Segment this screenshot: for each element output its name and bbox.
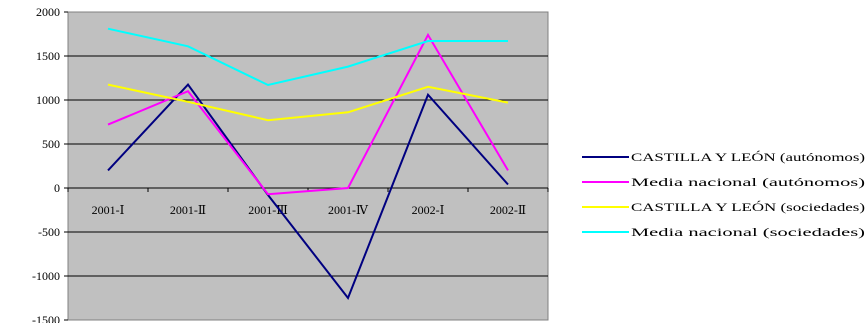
plot-area <box>67 11 549 321</box>
y-tick-label: 1000 <box>36 93 60 107</box>
legend-label: Media nacional (sociedades) <box>631 225 865 239</box>
x-tick-label: 2001-Ⅱ <box>170 203 206 217</box>
series-lines <box>107 27 509 301</box>
legend-label: Media nacional (autónomos) <box>631 175 865 189</box>
x-tick-label: 2002-Ⅱ <box>490 203 526 217</box>
x-tick-label: 2001-Ⅳ <box>328 203 369 217</box>
y-tick-label: -500 <box>38 225 60 239</box>
x-tick-label: 2001-Ⅰ <box>92 203 125 217</box>
x-tick-label: 2001-Ⅲ <box>248 203 288 217</box>
y-tick-label: 2000 <box>36 5 60 19</box>
y-tick-label: -1500 <box>32 313 60 323</box>
y-axis-ticks: 2000 1500 1000 500 0 -500 -1000 -1500 <box>32 5 68 323</box>
x-tick-label: 2002-Ⅰ <box>412 203 445 217</box>
series-line-2 <box>107 32 509 196</box>
y-tick-label: 1500 <box>36 49 60 63</box>
y-tick-label: 0 <box>54 181 60 195</box>
legend-label: CASTILLA Y LEÓN (sociedades) <box>631 200 865 214</box>
legend: CASTILLA Y LEÓN (autónomos) Media naciona… <box>582 150 865 239</box>
y-tick-label: -1000 <box>32 269 60 283</box>
series-line-3 <box>107 83 509 122</box>
y-tick-label: 500 <box>42 137 60 151</box>
legend-label: CASTILLA Y LEÓN (autónomos) <box>631 150 865 164</box>
series-line-4 <box>107 27 508 87</box>
